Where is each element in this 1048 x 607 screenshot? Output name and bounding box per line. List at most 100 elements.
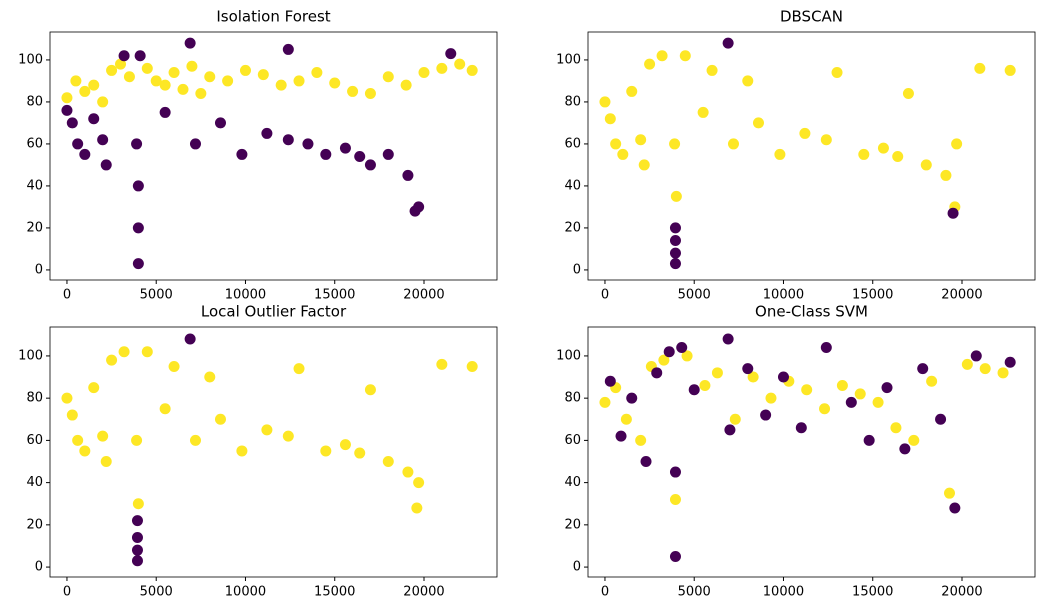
point (935, 413, 947, 425)
point (724, 424, 736, 436)
point (222, 75, 234, 87)
x-tick-label: 10000 (763, 288, 804, 303)
point (320, 148, 332, 160)
x-tick-label: 10000 (225, 585, 266, 600)
point (795, 422, 807, 434)
point (669, 247, 681, 259)
point (699, 379, 711, 391)
point (131, 555, 143, 567)
point (402, 466, 414, 478)
point (669, 494, 681, 506)
point (61, 392, 73, 404)
point (118, 50, 130, 62)
y-tick-label: 60 (564, 433, 581, 448)
y-tick-label: 20 (26, 220, 43, 235)
point (275, 79, 287, 91)
point (604, 113, 616, 125)
subplot-title: Local Outlier Factor (201, 303, 347, 321)
point (100, 159, 112, 171)
point (364, 159, 376, 171)
point (159, 106, 171, 118)
point (293, 363, 305, 375)
x-tick-label: 15000 (314, 288, 355, 303)
y-tick-label: 80 (564, 391, 581, 406)
point (626, 392, 638, 404)
subplot-title: One-Class SVM (755, 303, 868, 321)
point (131, 544, 143, 556)
point (688, 384, 700, 396)
point (364, 88, 376, 100)
point (66, 409, 78, 421)
point (214, 413, 226, 425)
x-tick-label: 20000 (941, 288, 982, 303)
y-tick-label: 40 (26, 475, 43, 490)
point (640, 456, 652, 468)
point (947, 207, 959, 219)
point (339, 439, 351, 451)
point (638, 159, 650, 171)
point (669, 258, 681, 270)
point (676, 341, 688, 353)
point (97, 134, 109, 146)
point (760, 409, 772, 421)
point (195, 88, 207, 100)
point (1004, 64, 1016, 76)
point (88, 382, 100, 394)
point (863, 434, 875, 446)
point (320, 445, 332, 457)
point (236, 148, 248, 160)
point (402, 169, 414, 181)
x-tick-label: 15000 (852, 288, 893, 303)
point (970, 350, 982, 362)
point (615, 430, 627, 442)
y-tick-label: 80 (564, 94, 581, 109)
point (61, 104, 73, 116)
point (134, 50, 146, 62)
point (123, 71, 135, 83)
point (347, 85, 359, 97)
point (413, 201, 425, 213)
point (186, 60, 198, 72)
point (742, 75, 754, 87)
point (722, 333, 734, 345)
y-tick-label: 80 (26, 391, 43, 406)
point (979, 363, 991, 375)
point (79, 445, 91, 457)
point (820, 134, 832, 146)
point (881, 382, 893, 394)
point (711, 367, 723, 379)
point (204, 71, 216, 83)
y-tick-label: 60 (26, 433, 43, 448)
point (670, 190, 682, 202)
point (131, 434, 143, 446)
point (150, 75, 162, 87)
point (858, 148, 870, 160)
point (729, 413, 741, 425)
point (214, 117, 226, 129)
point (70, 75, 82, 87)
point (742, 363, 754, 375)
subplot-title: DBSCAN (780, 8, 843, 26)
point (951, 138, 963, 150)
x-tick-label: 20000 (403, 288, 444, 303)
point (620, 413, 632, 425)
axes-frame (49, 326, 498, 578)
point (599, 96, 611, 108)
subplot-title: Isolation Forest (216, 8, 330, 26)
point (79, 85, 91, 97)
y-tick-label: 40 (564, 178, 581, 193)
x-tick-label: 0 (601, 288, 609, 303)
point (72, 138, 84, 150)
x-tick-label: 10000 (225, 288, 266, 303)
point (727, 138, 739, 150)
point (413, 477, 425, 489)
point (141, 62, 153, 74)
point (819, 403, 831, 415)
point (801, 384, 813, 396)
point (88, 113, 100, 125)
point (302, 138, 314, 150)
y-tick-label: 0 (573, 262, 581, 277)
point (382, 456, 394, 468)
y-tick-label: 60 (26, 136, 43, 151)
point (1004, 356, 1016, 368)
